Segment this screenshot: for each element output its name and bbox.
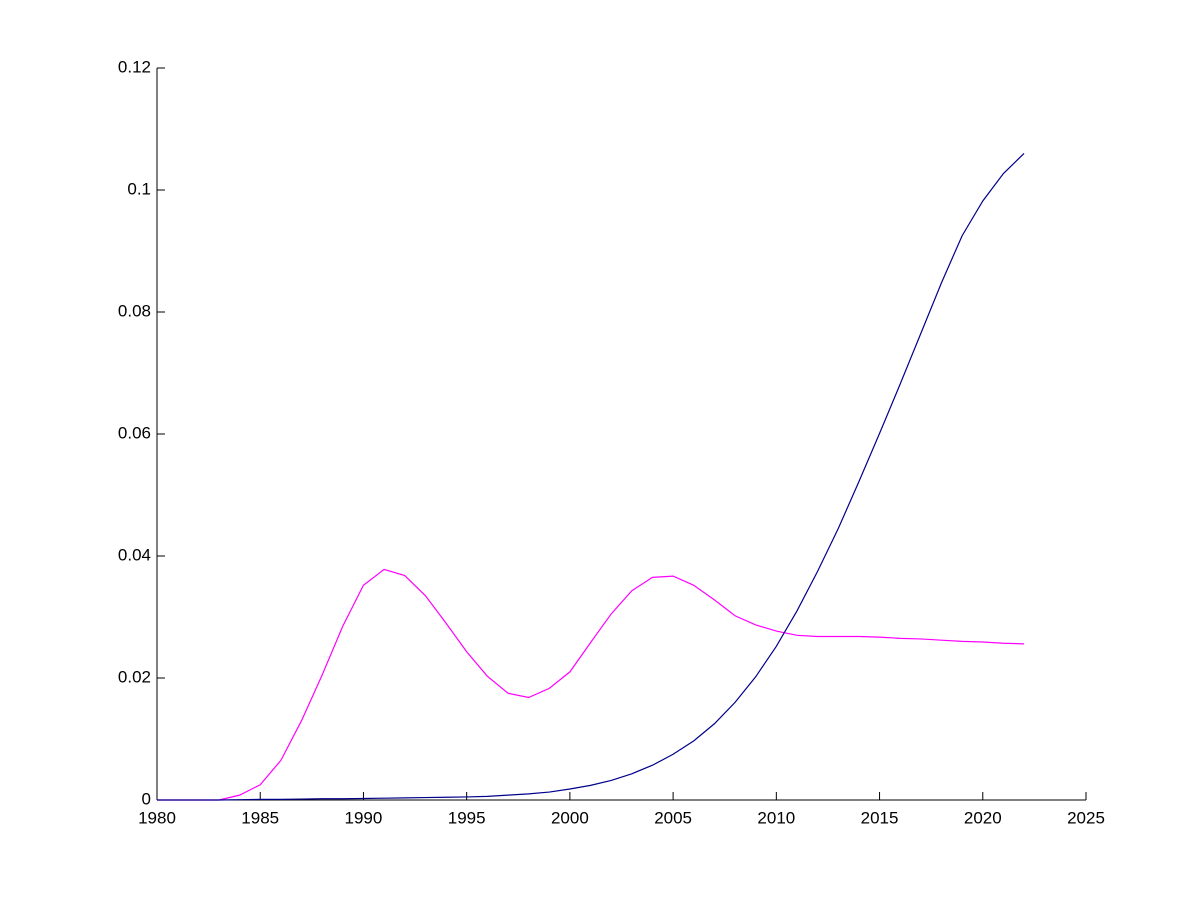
x-tick-label: 2020 <box>964 808 1002 827</box>
x-tick-label: 2015 <box>861 808 899 827</box>
y-tick-label: 0.1 <box>127 179 151 198</box>
x-tick-label: 2005 <box>654 808 692 827</box>
x-tick-label: 1985 <box>241 808 279 827</box>
x-tick-label: 2010 <box>757 808 795 827</box>
y-tick-label: 0.06 <box>118 423 151 442</box>
y-tick-label: 0.04 <box>118 545 151 564</box>
y-tick-label: 0.12 <box>118 57 151 76</box>
x-tick-label: 1980 <box>138 808 176 827</box>
y-tick-label: 0 <box>142 789 151 808</box>
data-line <box>157 568 1025 801</box>
y-tick-label: 0.02 <box>118 667 151 686</box>
x-tick-label: 1990 <box>345 808 383 827</box>
data-line <box>157 152 1025 801</box>
x-tick-label: 1995 <box>448 808 486 827</box>
x-tick-label: 2025 <box>1067 808 1105 827</box>
y-tick-label: 0.08 <box>118 301 151 320</box>
x-tick-label: 2000 <box>551 808 589 827</box>
